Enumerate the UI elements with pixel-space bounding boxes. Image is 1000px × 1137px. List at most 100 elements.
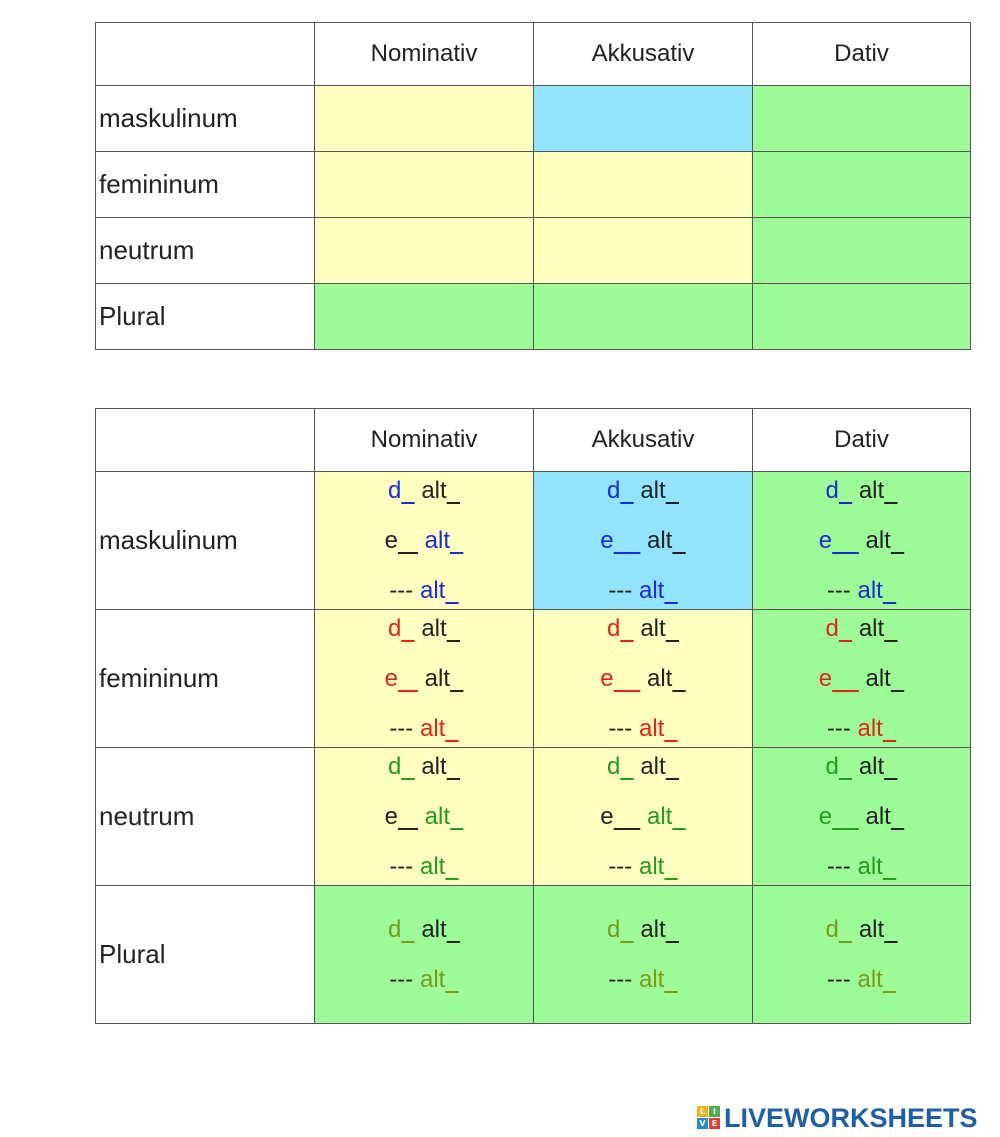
row-label-femininum: femininum xyxy=(95,609,315,748)
color-cell xyxy=(533,151,753,218)
row-label-femininum: femininum xyxy=(95,151,315,218)
article-stem: e xyxy=(384,526,398,554)
color-cell xyxy=(314,85,534,152)
article-stem: e xyxy=(384,802,398,830)
no-article: --- xyxy=(389,852,414,880)
article-line: d alt xyxy=(607,614,679,642)
ending-cell: d alt e alt --- alt xyxy=(752,609,971,748)
adjective: alt xyxy=(419,965,446,993)
adjective: alt xyxy=(865,802,891,830)
article-line: d alt xyxy=(606,752,679,780)
article-stem: d xyxy=(387,614,402,642)
header-akkusativ: Akkusativ xyxy=(533,22,753,86)
article-line: d alt xyxy=(825,476,897,504)
adjective: alt xyxy=(647,664,673,692)
adjective: alt xyxy=(424,664,451,692)
adjective: alt xyxy=(858,752,885,780)
ending-cell: d alt e alt --- alt xyxy=(314,471,534,610)
ending-cell: d alt e alt --- alt xyxy=(533,471,753,610)
row-label-maskulinum: maskulinum xyxy=(95,85,315,152)
adjective: alt xyxy=(865,664,891,692)
adjective: alt xyxy=(421,915,447,943)
row-label-neutrum: neutrum xyxy=(95,747,315,886)
article-line: --- alt xyxy=(826,714,896,742)
adjective: alt xyxy=(640,915,666,943)
header-nominativ: Nominativ xyxy=(314,22,534,86)
declension-table-colors: Nominativ Akkusativ Dativ maskulinum fem… xyxy=(95,22,971,350)
article-stem: d xyxy=(606,752,621,780)
adjective: alt xyxy=(640,614,666,642)
adjective: alt xyxy=(421,752,447,780)
article-stem: e xyxy=(384,664,398,692)
header-corner xyxy=(95,22,315,86)
no-article: --- xyxy=(826,965,851,993)
color-cell xyxy=(752,151,971,218)
article-line: --- alt xyxy=(826,852,896,880)
color-cell xyxy=(314,283,534,350)
adjective: alt xyxy=(421,476,447,504)
article-line: --- alt xyxy=(608,714,677,742)
article-stem: d xyxy=(606,915,621,943)
no-article: --- xyxy=(608,965,633,993)
ending-cell: d alt e alt --- alt xyxy=(533,609,753,748)
article-line: d alt xyxy=(388,752,460,780)
article-line: --- alt xyxy=(826,576,896,604)
adjective: alt xyxy=(419,852,446,880)
article-stem: d xyxy=(825,915,839,943)
article-line: e alt xyxy=(600,526,685,554)
header-corner xyxy=(95,408,315,472)
article-line: d alt xyxy=(606,476,679,504)
article-line: e alt xyxy=(819,802,904,830)
adjective: alt xyxy=(638,852,665,880)
ending-cell: d alt --- alt xyxy=(752,885,971,1024)
color-cell xyxy=(314,217,534,284)
article-line: --- alt xyxy=(608,965,677,993)
liveworksheets-logo[interactable]: L I V E LIVEWORKSHEETS xyxy=(697,1103,978,1133)
row-label-neutrum: neutrum xyxy=(95,217,315,284)
header-dativ: Dativ xyxy=(752,408,971,472)
article-line: --- alt xyxy=(608,578,677,603)
article-stem: d xyxy=(387,476,402,504)
adjective: alt xyxy=(858,476,885,504)
adjective: alt xyxy=(424,802,451,830)
row-label-plural: Plural xyxy=(95,885,315,1024)
article-line: e alt xyxy=(600,804,685,829)
color-cell xyxy=(533,85,753,152)
adjective: alt xyxy=(647,526,673,554)
ending-cell: d alt --- alt xyxy=(314,885,534,1024)
no-article: --- xyxy=(608,714,633,742)
no-article: --- xyxy=(389,965,414,993)
article-line: --- alt xyxy=(826,965,896,993)
no-article: --- xyxy=(826,852,851,880)
article-stem: d xyxy=(606,476,621,504)
article-line: e alt xyxy=(384,802,464,830)
ending-cell: d alt e alt --- alt xyxy=(752,471,971,610)
article-stem: e xyxy=(600,664,614,692)
adjective: alt xyxy=(858,915,885,943)
article-line: d alt xyxy=(825,752,897,780)
article-stem: e xyxy=(600,526,614,554)
color-cell xyxy=(752,283,971,350)
no-article: --- xyxy=(389,714,414,742)
color-cell xyxy=(752,85,971,152)
article-line: e alt xyxy=(819,664,904,692)
article-stem: d xyxy=(825,752,839,780)
declension-table-endings: Nominativ Akkusativ Dativ maskulinum d a… xyxy=(95,408,971,1024)
adjective: alt xyxy=(857,576,883,604)
no-article: --- xyxy=(826,714,851,742)
no-article: --- xyxy=(608,852,633,880)
adjective: alt xyxy=(421,614,447,642)
adjective: alt xyxy=(857,714,883,742)
ending-cell: d alt --- alt xyxy=(533,885,753,1024)
header-dativ: Dativ xyxy=(752,22,971,86)
adjective: alt xyxy=(419,576,446,604)
adjective: alt xyxy=(857,852,883,880)
adjective: alt xyxy=(857,965,883,993)
color-cell xyxy=(533,283,753,350)
adjective: alt xyxy=(640,752,666,780)
article-stem: d xyxy=(387,915,402,943)
adjective: alt xyxy=(640,476,666,504)
article-line: --- alt xyxy=(608,852,677,880)
adjective: alt xyxy=(638,965,665,993)
no-article: --- xyxy=(826,576,851,604)
